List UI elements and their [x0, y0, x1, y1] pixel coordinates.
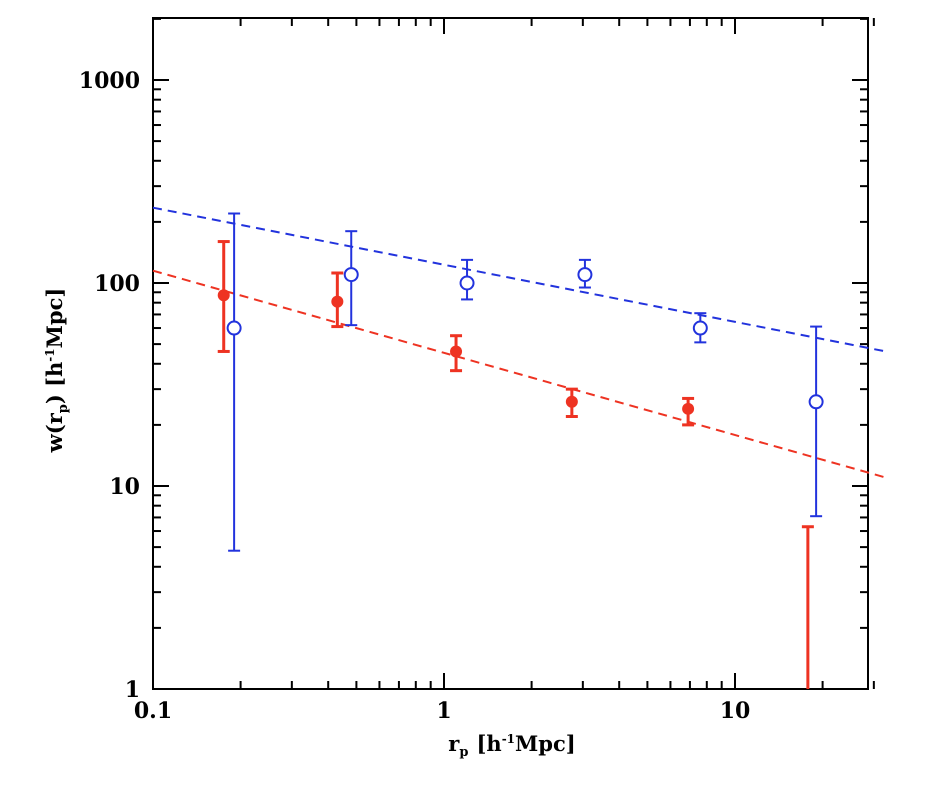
red-filled-point [217, 289, 230, 302]
blue-open-point [577, 267, 593, 283]
y-tick-label: 1000 [79, 68, 140, 94]
x-tick-label: 10 [720, 698, 751, 724]
blue-open-point [226, 320, 242, 336]
blue-open-point [808, 394, 824, 410]
blue-open-point [692, 320, 708, 336]
red-filled-fit-line [152, 269, 887, 479]
blue-open-fit-line [152, 206, 887, 353]
axis-ticks [152, 17, 875, 690]
y-tick-label: 100 [94, 271, 140, 297]
red-filled-point [565, 395, 578, 408]
y-tick-label: 1 [125, 677, 140, 703]
x-tick-label: 0.1 [134, 698, 172, 724]
red-filled-point [450, 345, 463, 358]
x-tick-label: 1 [436, 698, 451, 724]
y-axis-label: w(rp) [h-1Mpc] [42, 288, 71, 454]
fit-lines [152, 206, 887, 479]
plot-frame [152, 17, 869, 690]
red-filled-point [682, 402, 695, 415]
blue-open-point [459, 275, 475, 291]
y-tick-label: 10 [109, 474, 140, 500]
red-filled-point [331, 295, 344, 308]
blue-open-point [343, 267, 359, 283]
error-bars [217, 212, 823, 689]
data-markers [217, 267, 824, 415]
x-axis-label: rp [h-1Mpc] [448, 731, 575, 760]
